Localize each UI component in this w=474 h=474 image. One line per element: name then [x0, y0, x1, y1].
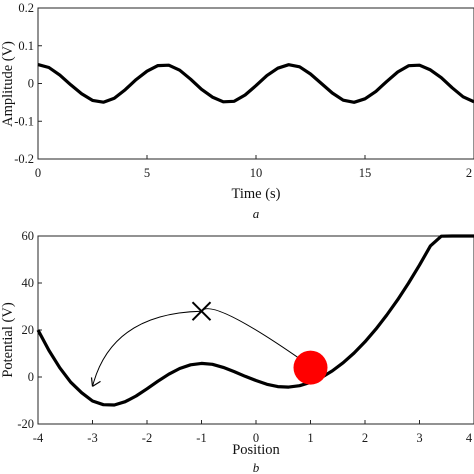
x-tick-label: 0 [253, 431, 259, 445]
x-tick-label: -1 [196, 431, 206, 445]
x-tick-label: -4 [33, 431, 44, 445]
trajectory-arc-left [92, 310, 202, 387]
y-axis-label-b: Potential (V) [0, 302, 16, 377]
y-tick-label: 60 [22, 229, 35, 243]
x-tick-label: 3 [416, 431, 422, 445]
x-tick-label: 1 [307, 431, 313, 445]
chart-panel-a: 0.2 0.1 0 -0.1 -0.2 0 5 10 15 2 Amplitude (V) Ti… [0, 1, 474, 221]
x-ticks-a: 0 5 10 15 2 [35, 155, 474, 180]
ball-marker [293, 350, 328, 385]
y-tick-label: -0.2 [14, 152, 34, 166]
trajectory-arrowhead [90, 377, 101, 387]
y-tick-label: -20 [17, 417, 34, 431]
x-tick-label: 4 [466, 431, 473, 445]
x-tick-label: 0 [35, 166, 41, 180]
x-tick-label: -2 [142, 431, 152, 445]
panel-label-b: b [253, 460, 260, 474]
y-tick-label: 0 [28, 77, 34, 91]
x-tick-label: 2 [362, 431, 368, 445]
y-axis-label-a: Amplitude (V) [0, 41, 16, 127]
x-tick-label: -3 [87, 431, 97, 445]
y-tick-label: 20 [22, 323, 35, 337]
x-tick-label: 10 [250, 166, 263, 180]
y-tick-label: 0.1 [18, 39, 34, 53]
annotations-b [90, 301, 328, 387]
x-tick-label: 2 [466, 166, 472, 180]
x-tick-label: 15 [359, 166, 372, 180]
series-line [37, 63, 474, 104]
series-lines-b [36, 234, 474, 407]
chart-panel-b: 60 40 20 0 -20 -4 -3 -2 -1 0 1 2 3 4 Potential (V) P… [0, 229, 474, 474]
y-tick-label: 0.2 [18, 1, 34, 15]
y-tick-label: -0.1 [14, 114, 34, 128]
x-tick-label: 5 [144, 166, 150, 180]
y-tick-label: 40 [22, 276, 35, 290]
y-ticks-b: 60 40 20 0 -20 [17, 229, 42, 431]
series-line [36, 234, 474, 407]
cross-marker [191, 301, 212, 321]
x-axis-label-a: Time (s) [231, 186, 280, 202]
x-axis-label-b: Position [232, 442, 280, 458]
panel-label-a: a [253, 206, 260, 221]
y-ticks-a: 0.2 0.1 0 -0.1 -0.2 [14, 1, 42, 166]
x-ticks-b: -4 -3 -2 -1 0 1 2 3 4 [33, 420, 474, 445]
series-lines-a [37, 63, 474, 104]
y-tick-label: 0 [28, 370, 34, 384]
